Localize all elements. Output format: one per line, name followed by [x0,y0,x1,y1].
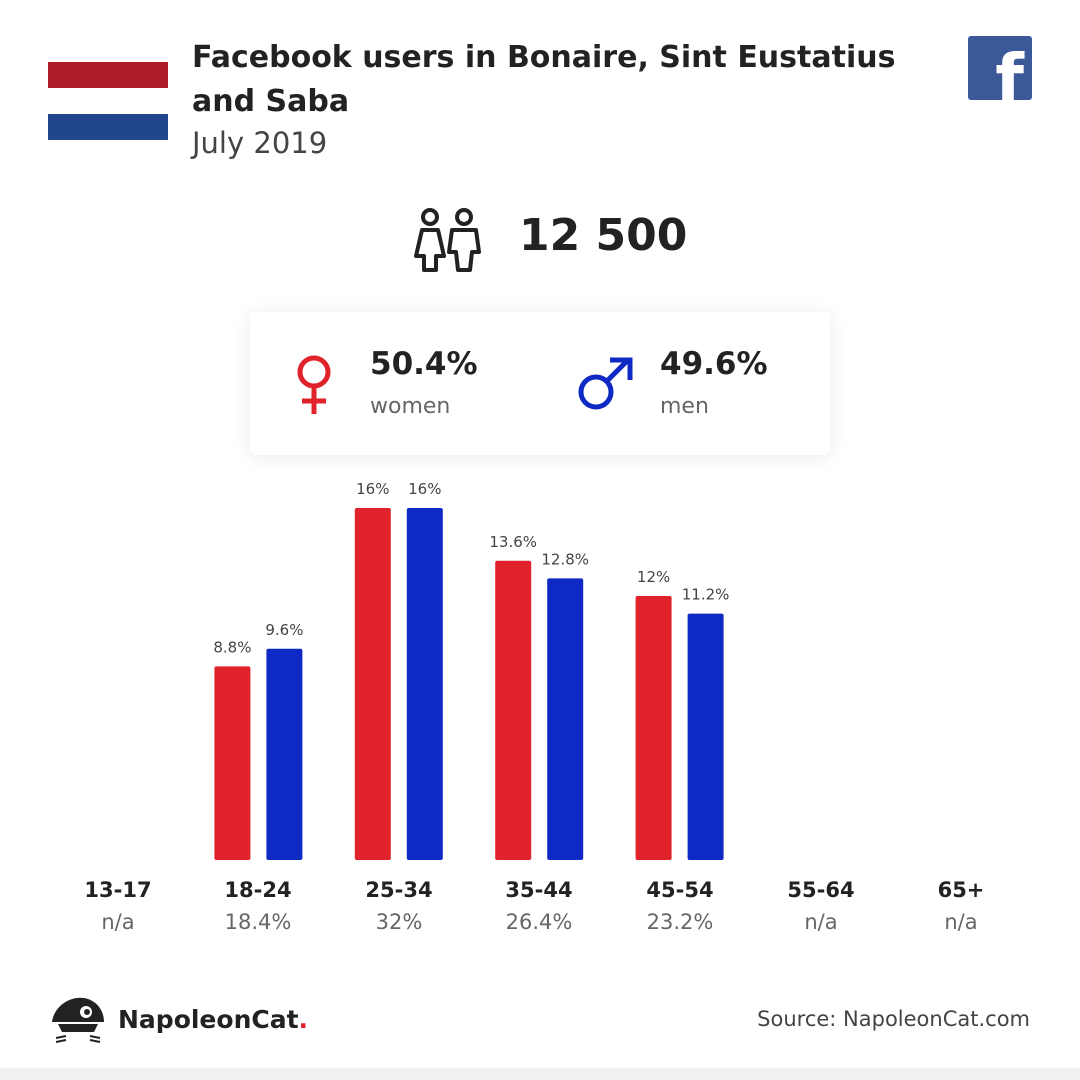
flag-stripe-bottom [48,114,168,140]
age-group-label: 65+ [937,878,985,902]
flag-stripe-top [48,62,168,88]
bar-value-label: 12% [637,568,670,586]
source-credit: Source: NapoleonCat.com [757,1007,1030,1031]
brand-dot: . [298,1005,309,1034]
male-symbol-icon [578,357,633,410]
age-group-total: 23.2% [646,910,714,934]
bar-value-label: 16% [356,480,389,498]
women-percent: 50.4% [370,346,478,382]
bar-women [495,560,532,860]
age-group-total: 26.4% [505,910,573,934]
bar-men [687,613,724,860]
age-group-total: n/a [944,910,978,934]
age-group-total: n/a [101,910,135,934]
bar-women [214,666,251,860]
bar-men [547,578,584,860]
total-users: 12 500 [519,210,688,261]
brand-name-text: NapoleonCat [118,1005,299,1034]
bar-value-label: 11.2% [682,586,730,604]
bar-value-label: 12.8% [541,550,589,568]
women-label: women [370,394,451,419]
age-group-total: 32% [375,910,423,934]
men-label: men [660,394,709,419]
napoleoncat-logo-icon [52,997,104,1043]
brand-name: NapoleonCat. [118,1005,308,1034]
age-group-label: 13-17 [84,878,152,902]
bar-men [406,508,443,860]
facebook-icon: f [968,36,1032,100]
bar-women [354,508,391,860]
bar-value-label: 13.6% [489,533,537,551]
age-group-label: 25-34 [365,878,433,902]
bar-women [635,596,672,860]
men-percent: 49.6% [660,346,768,382]
age-group-total: 18.4% [224,910,292,934]
country-flag [48,62,168,140]
bar-value-label: 16% [408,480,441,498]
age-group-label: 45-54 [646,878,714,902]
page-title: Facebook users in Bonaire, Sint Eustatiu… [192,40,896,119]
bar-men [266,648,303,860]
age-group-label: 55-64 [787,878,855,902]
age-gender-chart: 8.8% 9.6% 16% 16% 13.6%12.8% 12% 11.2% [213,480,730,860]
age-group-label: 35-44 [505,878,573,902]
bar-value-label: 9.6% [265,621,303,639]
female-symbol-icon [297,355,331,414]
flag-stripe-middle [48,88,168,114]
gender-card: 50.4% women 49.6% men [250,312,830,455]
users-icon [414,208,481,272]
age-group-total: n/a [804,910,838,934]
page-subtitle: July 2019 [192,126,328,160]
age-group-label: 18-24 [224,878,292,902]
bar-value-label: 8.8% [213,638,251,656]
bottom-strip [0,1068,1080,1080]
